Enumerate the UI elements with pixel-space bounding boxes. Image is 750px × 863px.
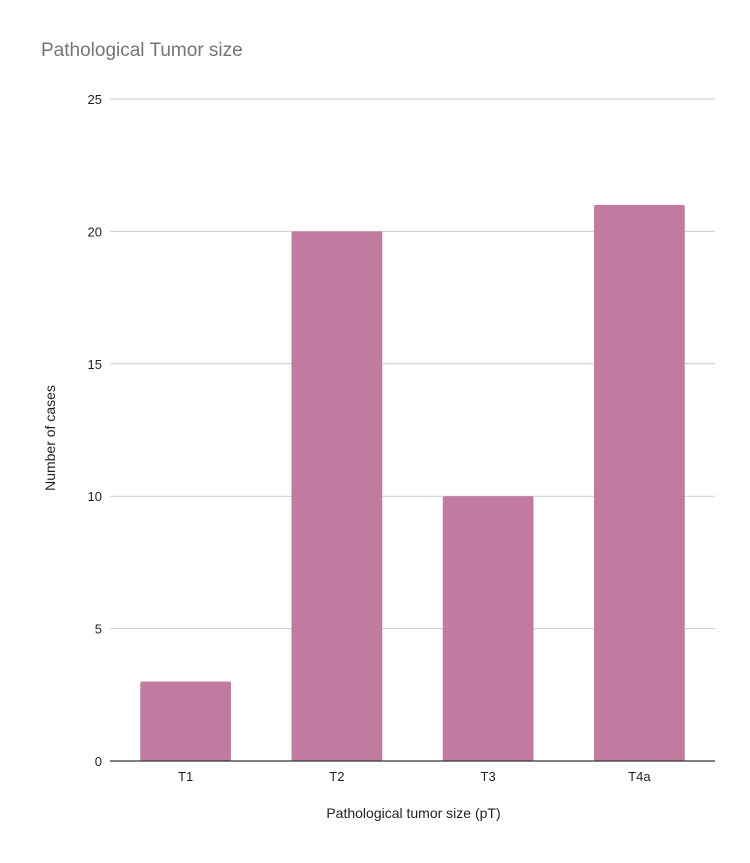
y-axis-title: Number of cases [42, 385, 58, 491]
bar [442, 496, 534, 761]
chart-title: Pathological Tumor size [41, 40, 243, 61]
bar [291, 231, 383, 761]
y-tick-label: 25 [88, 92, 102, 107]
x-tick-label: T3 [481, 769, 496, 784]
bar [594, 204, 685, 762]
x-tick-label: T1 [178, 769, 193, 784]
bar [140, 681, 231, 761]
x-tick-label: T2 [329, 769, 344, 784]
y-tick-label: 10 [88, 489, 102, 504]
y-tick-label: 5 [95, 622, 102, 637]
y-tick-label: 15 [88, 357, 102, 372]
y-tick-label: 0 [95, 754, 102, 769]
x-axis-title: Pathological tumor size (pT) [326, 805, 501, 821]
y-tick-label: 20 [88, 224, 102, 239]
x-tick-label: T4a [628, 769, 651, 784]
